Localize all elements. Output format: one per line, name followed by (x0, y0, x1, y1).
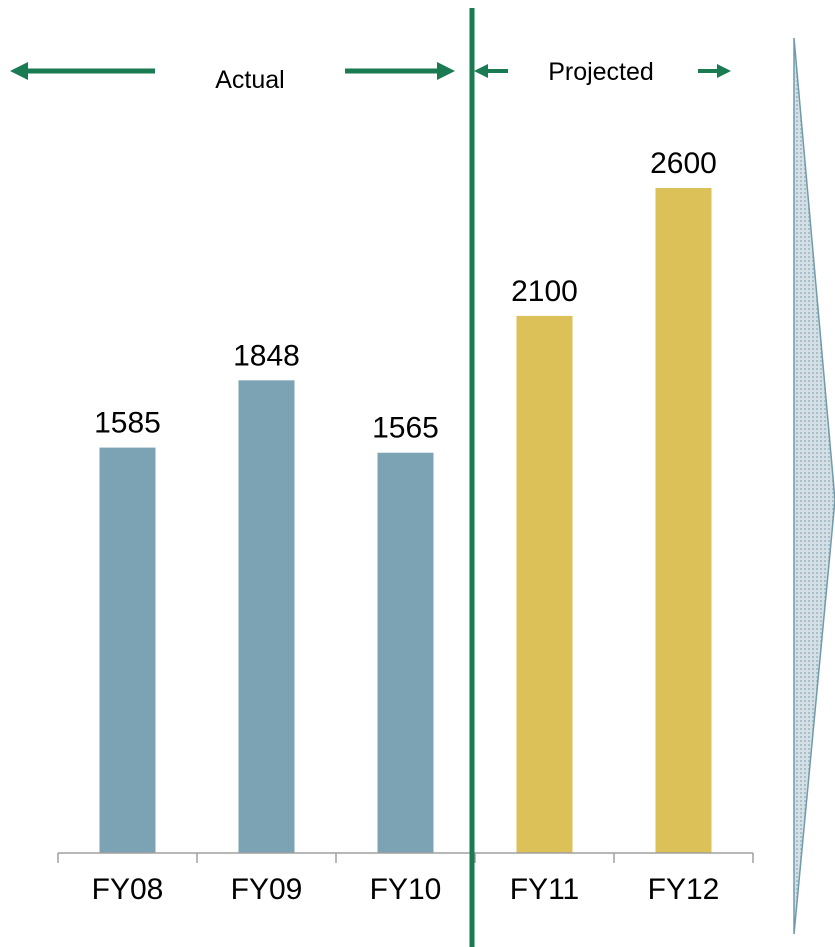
value-label-fy12: 2600 (650, 147, 717, 180)
category-label-fy12: FY12 (648, 873, 720, 906)
side-chevron-arrow-icon (793, 37, 835, 935)
value-label-fy08: 1585 (94, 407, 161, 440)
actual-arrows-icon (10, 62, 455, 80)
value-label-fy10: 1565 (372, 412, 439, 445)
projected-arrows-icon (474, 64, 731, 78)
bar-fy08 (99, 447, 156, 853)
value-label-fy11: 2100 (511, 275, 578, 308)
category-label-fy10: FY10 (370, 873, 442, 906)
value-label-fy09: 1848 (233, 339, 300, 372)
bar-fy09 (238, 380, 295, 853)
value-labels: 1585 1848 1565 2100 2600 (94, 147, 717, 445)
x-axis-ticks (57, 853, 754, 863)
bar-fy11 (516, 315, 573, 853)
x-axis (57, 852, 754, 863)
bar-fy10 (377, 452, 434, 853)
bars (99, 188, 712, 853)
bar-fy12 (655, 188, 712, 853)
category-label-fy08: FY08 (92, 873, 164, 906)
actual-section-label: Actual (215, 66, 284, 94)
category-labels: FY08 FY09 FY10 FY11 FY12 (92, 873, 720, 906)
category-label-fy09: FY09 (231, 873, 303, 906)
projected-section-label: Projected (548, 58, 654, 86)
category-label-fy11: FY11 (510, 873, 579, 906)
